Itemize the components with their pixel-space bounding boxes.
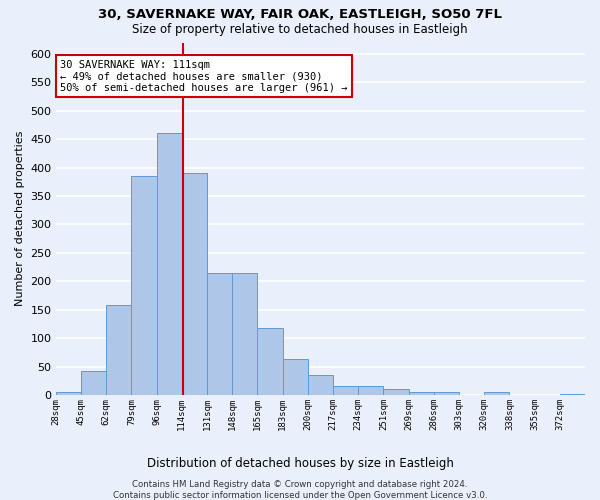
Bar: [560, 394, 585, 395]
Bar: [157, 134, 182, 395]
Bar: [106, 305, 131, 395]
Bar: [484, 392, 509, 395]
Text: 30, SAVERNAKE WAY, FAIR OAK, EASTLEIGH, SO50 7FL: 30, SAVERNAKE WAY, FAIR OAK, EASTLEIGH, …: [98, 8, 502, 20]
Bar: [257, 328, 283, 395]
Text: Contains HM Land Registry data © Crown copyright and database right 2024.: Contains HM Land Registry data © Crown c…: [132, 480, 468, 489]
Bar: [283, 359, 308, 395]
Bar: [358, 386, 383, 395]
Text: 30 SAVERNAKE WAY: 111sqm
← 49% of detached houses are smaller (930)
50% of semi-: 30 SAVERNAKE WAY: 111sqm ← 49% of detach…: [60, 60, 348, 93]
Bar: [131, 176, 157, 395]
Bar: [434, 392, 459, 395]
Bar: [81, 371, 106, 395]
Bar: [333, 386, 358, 395]
Bar: [383, 390, 409, 395]
Bar: [232, 272, 257, 395]
Bar: [182, 174, 207, 395]
Bar: [56, 392, 81, 395]
Text: Distribution of detached houses by size in Eastleigh: Distribution of detached houses by size …: [146, 458, 454, 470]
Bar: [308, 375, 333, 395]
Text: Size of property relative to detached houses in Eastleigh: Size of property relative to detached ho…: [132, 22, 468, 36]
Bar: [207, 272, 232, 395]
Y-axis label: Number of detached properties: Number of detached properties: [15, 131, 25, 306]
Text: Contains public sector information licensed under the Open Government Licence v3: Contains public sector information licen…: [113, 491, 487, 500]
Bar: [409, 392, 434, 395]
